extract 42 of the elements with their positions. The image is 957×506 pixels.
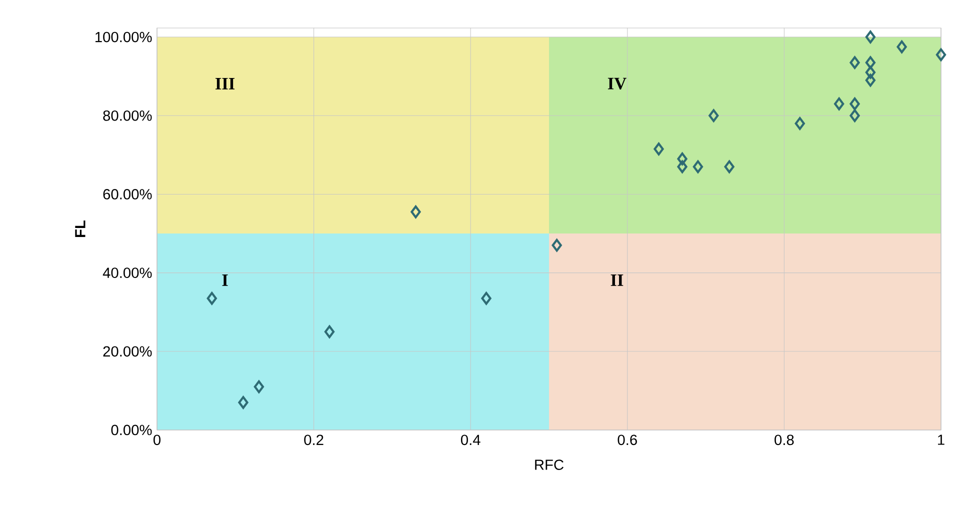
y-tick-label: 100.00% [96, 32, 152, 42]
series-label: IV [608, 78, 626, 90]
x-tick-label: 0.6 [618, 434, 637, 446]
point [865, 74, 876, 87]
point [677, 152, 688, 166]
point [850, 97, 860, 110]
point [724, 160, 734, 174]
x-axis-title: RFC [535, 460, 564, 470]
point [850, 109, 860, 122]
point [834, 97, 844, 110]
point [865, 56, 876, 69]
point [692, 160, 704, 174]
y-tick-label: 80.00% [103, 110, 152, 121]
x-tick-label: 0.8 [774, 434, 794, 446]
point [865, 30, 876, 44]
point [677, 160, 688, 174]
point [654, 142, 664, 156]
x-tick-label: 1 [938, 434, 944, 445]
point [936, 48, 946, 62]
y-axis-title: FL [75, 220, 86, 237]
x-tick-label: 0.4 [460, 434, 480, 446]
y-tick-label: 40.00% [102, 268, 152, 278]
x-tick-label: 0 [153, 434, 160, 446]
point [324, 325, 335, 338]
series-label: II [610, 274, 624, 286]
point [481, 292, 492, 305]
point [850, 56, 860, 69]
point [794, 117, 805, 130]
series-label: III [215, 78, 235, 90]
point [552, 238, 562, 252]
point [865, 66, 876, 79]
series-label: I [222, 274, 228, 286]
point [708, 109, 719, 122]
y-tick-label: 60.00% [103, 189, 152, 200]
y-tick-label: 0.00% [111, 424, 152, 436]
point [206, 292, 217, 305]
point [410, 205, 421, 218]
x-tick-label: 0.2 [304, 434, 324, 446]
point [238, 396, 248, 409]
point [254, 380, 264, 394]
y-tick-label: 20.00% [103, 346, 152, 357]
point [896, 40, 907, 54]
